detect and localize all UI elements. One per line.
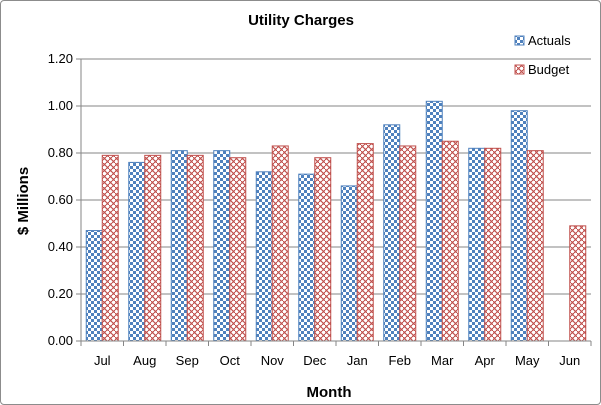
legend-swatch-budget (514, 64, 525, 75)
bar-budget-feb (399, 145, 417, 342)
x-tick-label: Jun (559, 353, 580, 368)
y-tick-label: 1.20 (48, 51, 73, 66)
bar-budget-jul (101, 154, 119, 342)
bar-budget-may (526, 150, 544, 342)
x-tick-label: Oct (220, 353, 241, 368)
x-tick-label: Dec (303, 353, 327, 368)
bar-actuals-jan (340, 185, 358, 342)
bar-actuals-apr (468, 147, 486, 342)
y-tick-label: 0.60 (48, 192, 73, 207)
bar-actuals-dec (298, 173, 316, 342)
y-tick-labels: 0.00 0.20 0.40 0.60 0.80 1.00 1.20 (48, 51, 73, 348)
x-tick-label: Nov (261, 353, 285, 368)
legend-label-actuals: Actuals (528, 33, 571, 48)
bar-budget-sep (186, 154, 204, 342)
x-tick-label: Feb (389, 353, 411, 368)
x-tick-label: May (515, 353, 540, 368)
x-axis-title: Month (307, 384, 352, 401)
bar-actuals-aug (128, 161, 146, 342)
bar-actuals-nov (255, 171, 273, 342)
axes (80, 59, 592, 346)
x-tick-label: Apr (475, 353, 496, 368)
x-tick-label: Jan (347, 353, 368, 368)
bar-budget-jun (569, 225, 587, 342)
y-tick-label: 0.00 (48, 333, 73, 348)
bar-actuals-jul (85, 230, 103, 342)
bars (85, 100, 587, 342)
bar-actuals-sep (170, 150, 188, 342)
y-tick-label: 0.80 (48, 145, 73, 160)
y-tick-label: 0.20 (48, 286, 73, 301)
bar-budget-oct (229, 157, 247, 342)
gridlines (76, 58, 591, 342)
y-axis-title: $ Millions (15, 167, 32, 235)
y-tick-label: 0.40 (48, 239, 73, 254)
bar-actuals-may (510, 110, 528, 342)
legend-swatch-actuals (514, 35, 525, 46)
x-tick-label: Aug (133, 353, 156, 368)
x-tick-label: Jul (94, 353, 111, 368)
x-tick-labels: Jul Aug Sep Oct Nov Dec Jan Feb Mar Apr May Jun (94, 353, 580, 368)
x-tick-label: Mar (431, 353, 454, 368)
bar-budget-dec (314, 157, 332, 342)
legend-label-budget: Budget (528, 62, 570, 77)
bar-budget-mar (441, 140, 459, 342)
bar-actuals-oct (213, 150, 231, 342)
bar-actuals-mar (425, 100, 443, 342)
bar-budget-apr (484, 147, 502, 342)
chart-title: Utility Charges (248, 12, 354, 29)
bar-budget-aug (144, 154, 162, 342)
bar-budget-jan (356, 143, 374, 342)
legend: Actuals Budget (514, 33, 571, 77)
y-tick-label: 1.00 (48, 98, 73, 113)
x-tick-label: Sep (176, 353, 199, 368)
bar-budget-nov (271, 145, 289, 342)
bar-actuals-feb (383, 124, 401, 342)
